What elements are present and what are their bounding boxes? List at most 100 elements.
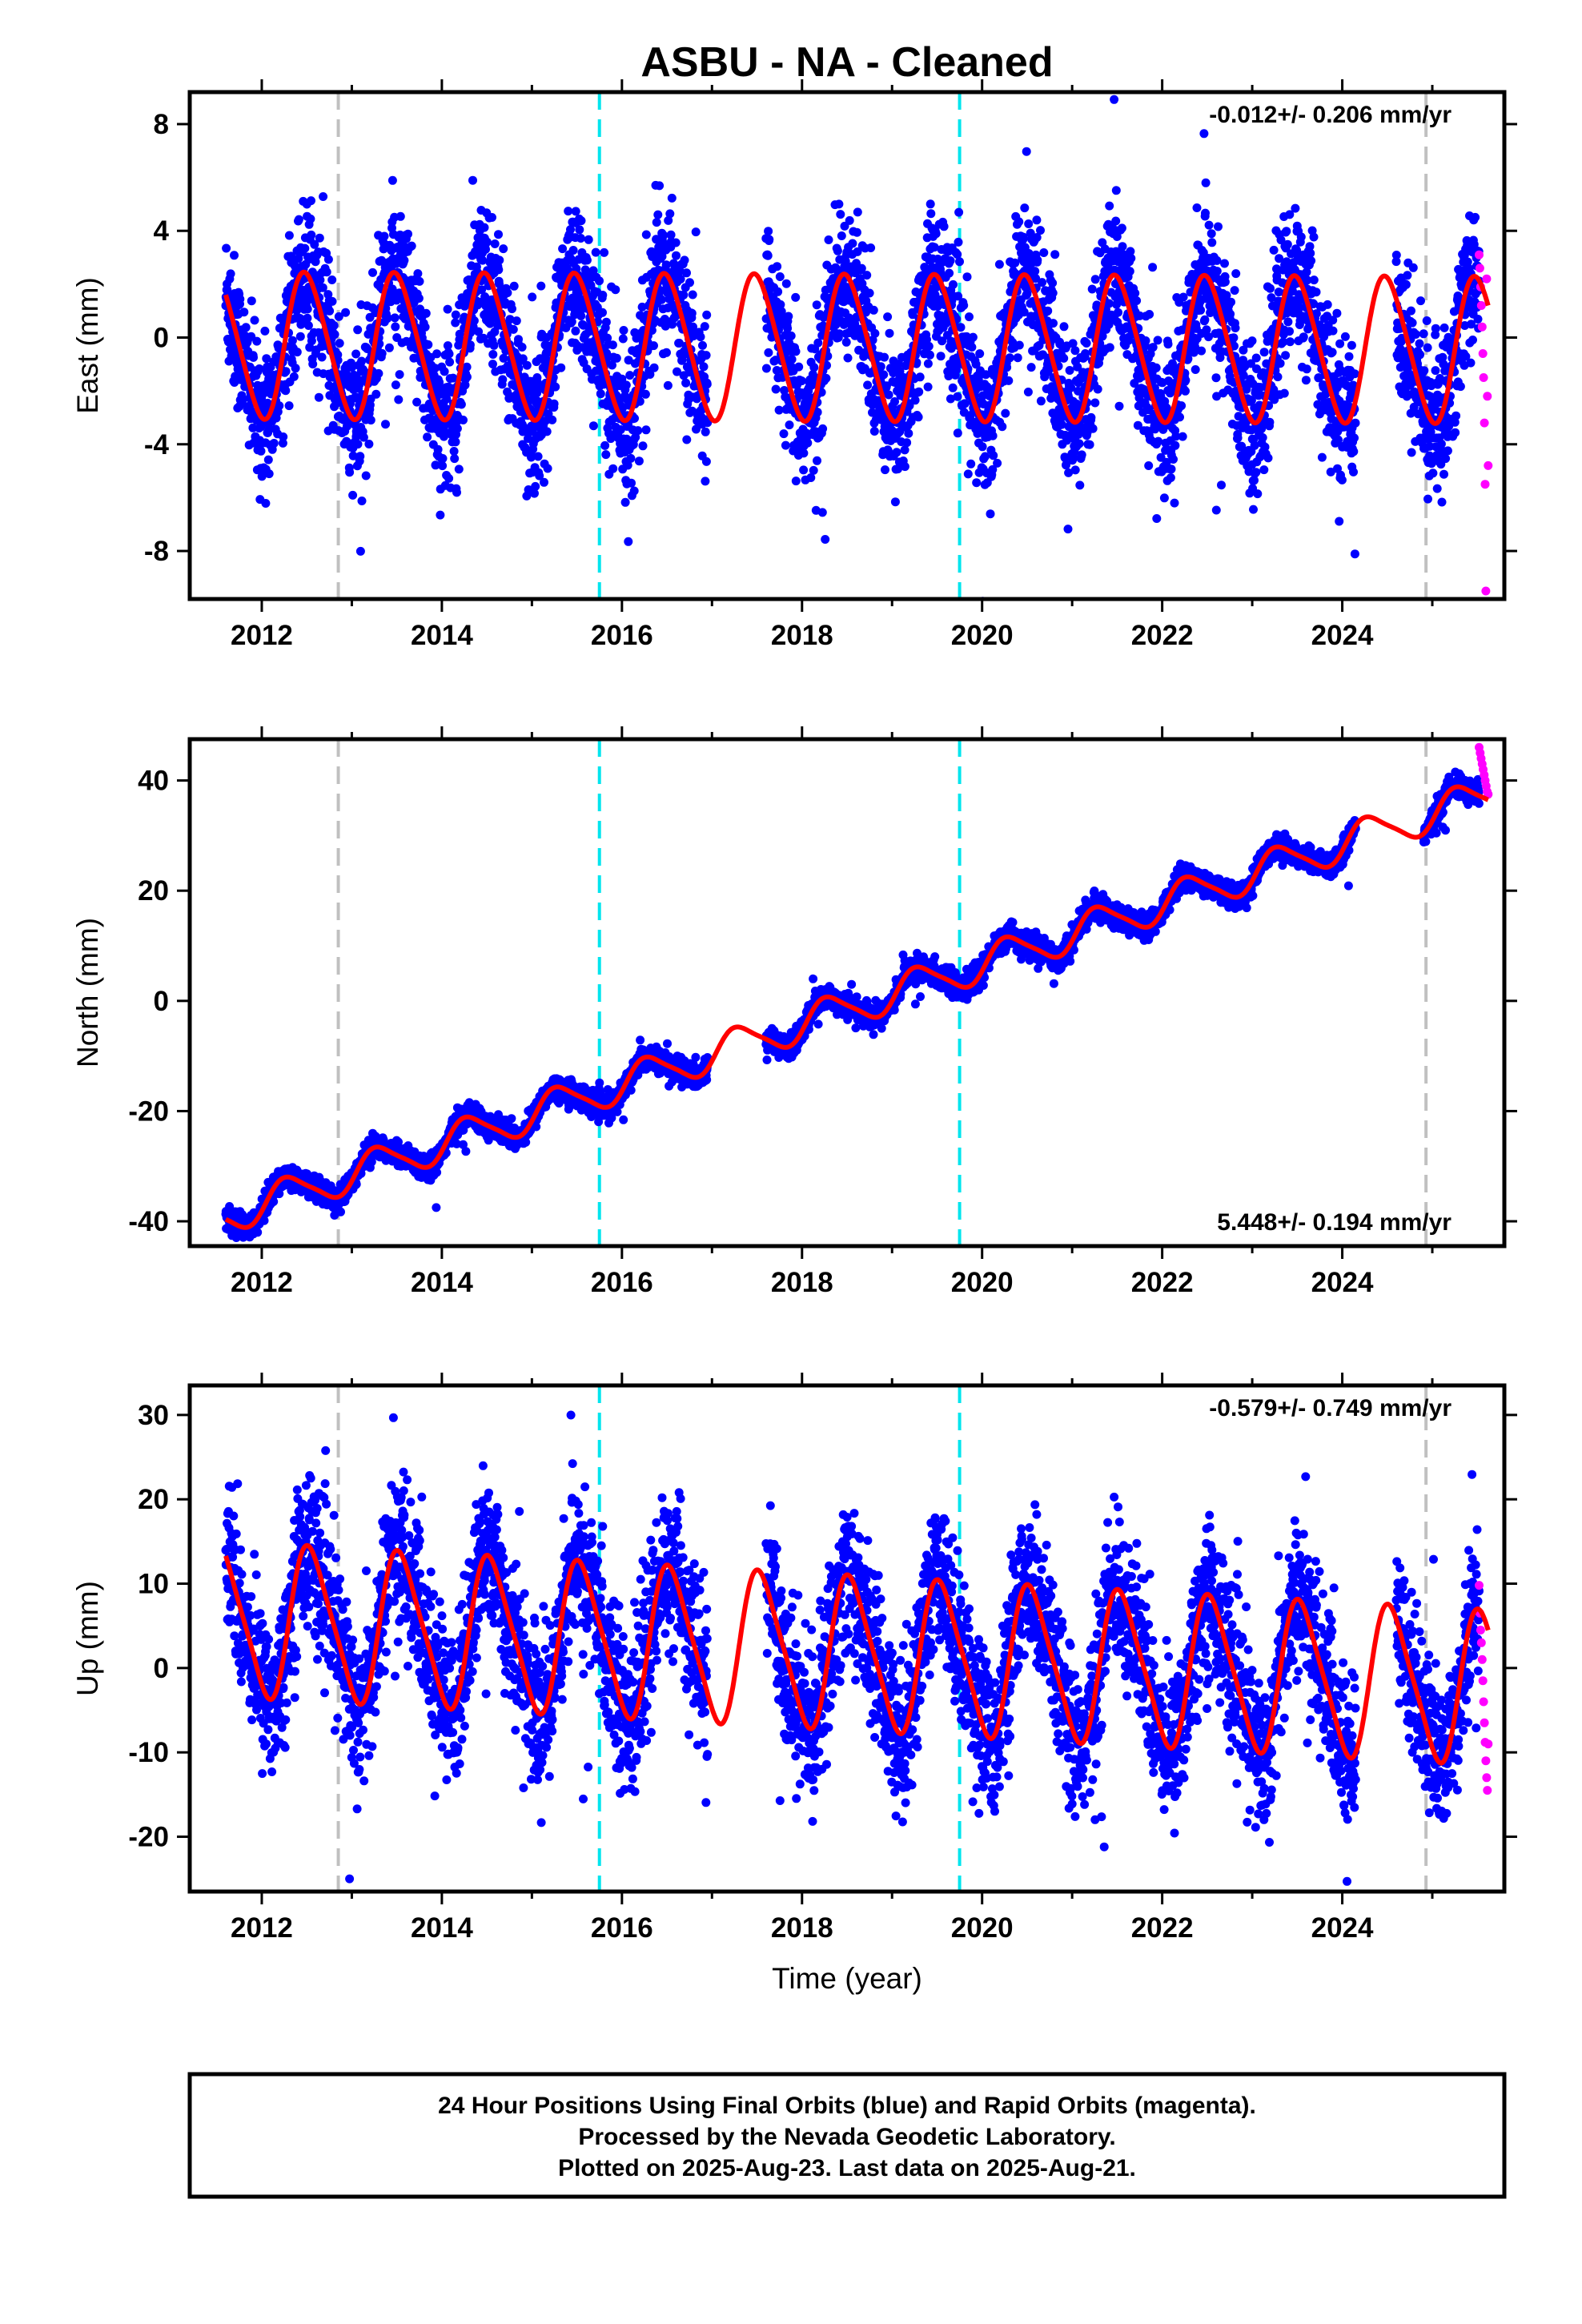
data-point (505, 315, 515, 324)
data-point (443, 304, 452, 314)
data-point (488, 213, 496, 222)
data-point (363, 344, 372, 353)
data-point (824, 235, 833, 244)
data-point (612, 353, 621, 363)
data-point (1452, 411, 1461, 420)
panel-north: 2012 2014 2016 2018 2020 2022 202440200-20-40N… (71, 726, 1517, 1298)
data-point (1423, 494, 1432, 504)
data-point (1332, 308, 1342, 318)
data-point (764, 227, 773, 236)
data-point (1114, 401, 1124, 411)
data-point (423, 432, 432, 442)
data-point (404, 229, 412, 239)
data-point (1408, 263, 1418, 272)
data-point (387, 284, 397, 294)
data-point (1285, 327, 1294, 336)
data-point (946, 394, 955, 404)
data-point (1196, 305, 1206, 315)
data-point (1349, 447, 1359, 456)
data-point (1351, 418, 1360, 428)
data-point (773, 262, 782, 271)
data-point (445, 357, 455, 367)
data-point (1282, 227, 1291, 236)
data-point (890, 397, 899, 406)
data-point (783, 324, 793, 333)
data-point (1211, 373, 1221, 383)
data-point (938, 336, 947, 346)
data-point (1117, 223, 1126, 233)
data-point (1296, 232, 1306, 242)
data-point (701, 351, 711, 360)
data-point (568, 246, 578, 255)
data-point (926, 209, 936, 219)
data-point (1281, 351, 1291, 360)
data-point (558, 244, 568, 254)
data-point (904, 428, 913, 438)
data-point (1456, 382, 1465, 392)
data-point (394, 395, 404, 404)
data-point (879, 370, 889, 380)
data-point (1192, 203, 1202, 212)
data-point (1299, 332, 1308, 342)
data-point (655, 181, 665, 191)
data-point (1251, 468, 1261, 477)
data-point (817, 508, 827, 517)
data-point (345, 468, 355, 477)
data-point (1059, 322, 1069, 332)
data-point (284, 231, 294, 240)
data-point (681, 378, 691, 388)
data-point (364, 440, 374, 448)
data-point (926, 199, 935, 209)
data-point (1110, 94, 1119, 104)
data-point (239, 308, 249, 317)
data-point (1344, 352, 1354, 361)
data-point (381, 420, 390, 429)
data-point (420, 322, 430, 332)
data-point (698, 340, 707, 350)
data-point (699, 362, 709, 372)
data-point (317, 352, 327, 362)
data-point (627, 478, 636, 488)
data-point (600, 247, 609, 257)
data-point (269, 439, 279, 448)
data-point (387, 175, 397, 185)
data-point (433, 444, 443, 454)
data-point (518, 354, 528, 364)
data-point (813, 338, 823, 348)
data-point (688, 290, 697, 300)
data-point (318, 283, 327, 292)
data-point (1153, 336, 1162, 345)
data-point (1403, 271, 1412, 280)
data-point (357, 356, 367, 366)
data-point (598, 308, 607, 317)
data-point (571, 326, 580, 336)
data-point (808, 380, 817, 390)
data-point (649, 341, 658, 351)
data-point (1335, 339, 1345, 348)
data-point (303, 321, 313, 330)
data-point (1111, 186, 1121, 195)
data-point (564, 207, 573, 216)
data-point (786, 331, 796, 340)
data-point (451, 318, 460, 328)
data-point (1323, 300, 1332, 309)
data-point (1337, 475, 1347, 485)
y-tick-label: -4 (144, 429, 170, 460)
data-point (1212, 267, 1222, 276)
data-point (1130, 288, 1140, 298)
data-point (1014, 340, 1024, 350)
data-point (508, 324, 518, 334)
data-point (930, 243, 939, 252)
data-point (1275, 359, 1285, 368)
data-point (809, 465, 818, 475)
data-point (1307, 256, 1316, 266)
data-point (1439, 323, 1449, 332)
data-point (601, 450, 611, 460)
data-point (702, 310, 712, 320)
rapid-point (1480, 480, 1490, 489)
data-point (645, 370, 655, 379)
data-point (1075, 480, 1085, 490)
data-point (780, 386, 789, 395)
data-point (833, 246, 842, 255)
